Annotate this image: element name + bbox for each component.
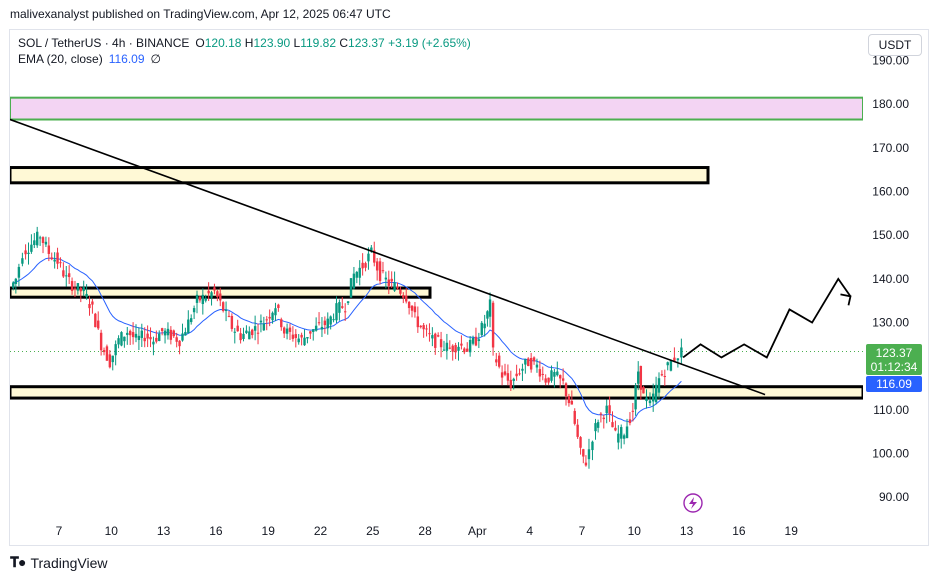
symbol-label[interactable]: SOL / TetherUS · 4h · BINANCE bbox=[18, 36, 190, 50]
close-value: 123.37 bbox=[348, 36, 385, 50]
high-label: H bbox=[244, 36, 254, 50]
ema-label[interactable]: EMA (20, close) bbox=[18, 52, 103, 66]
ema-extra: ∅ bbox=[150, 52, 161, 66]
tradingview-brand: TradingView bbox=[30, 554, 108, 571]
last-price-badge: 123.37 01:12:34 bbox=[866, 344, 922, 375]
tradingview-logo[interactable]: 𝐓● TradingView bbox=[10, 554, 108, 571]
last-price-value: 123.37 bbox=[875, 346, 913, 360]
ema-price-badge: 116.09 bbox=[866, 376, 922, 392]
chart-frame bbox=[9, 29, 929, 546]
close-label: C bbox=[339, 36, 349, 50]
open-value: 120.18 bbox=[204, 36, 242, 50]
chart-legend: SOL / TetherUS · 4h · BINANCE O120.18 H1… bbox=[18, 35, 471, 67]
low-value: 119.82 bbox=[300, 36, 337, 50]
bar-countdown: 01:12:34 bbox=[870, 360, 918, 374]
ema-value: 116.09 bbox=[108, 52, 145, 66]
currency-button[interactable]: USDT bbox=[868, 34, 922, 56]
published-caption: malivexanalyst published on TradingView.… bbox=[10, 7, 391, 21]
high-value: 123.90 bbox=[253, 36, 291, 50]
change-value: +3.19 (+2.65%) bbox=[388, 36, 471, 50]
open-label: O bbox=[195, 36, 205, 50]
tradingview-mark-icon: 𝐓● bbox=[10, 554, 27, 570]
low-label: L bbox=[293, 36, 301, 50]
